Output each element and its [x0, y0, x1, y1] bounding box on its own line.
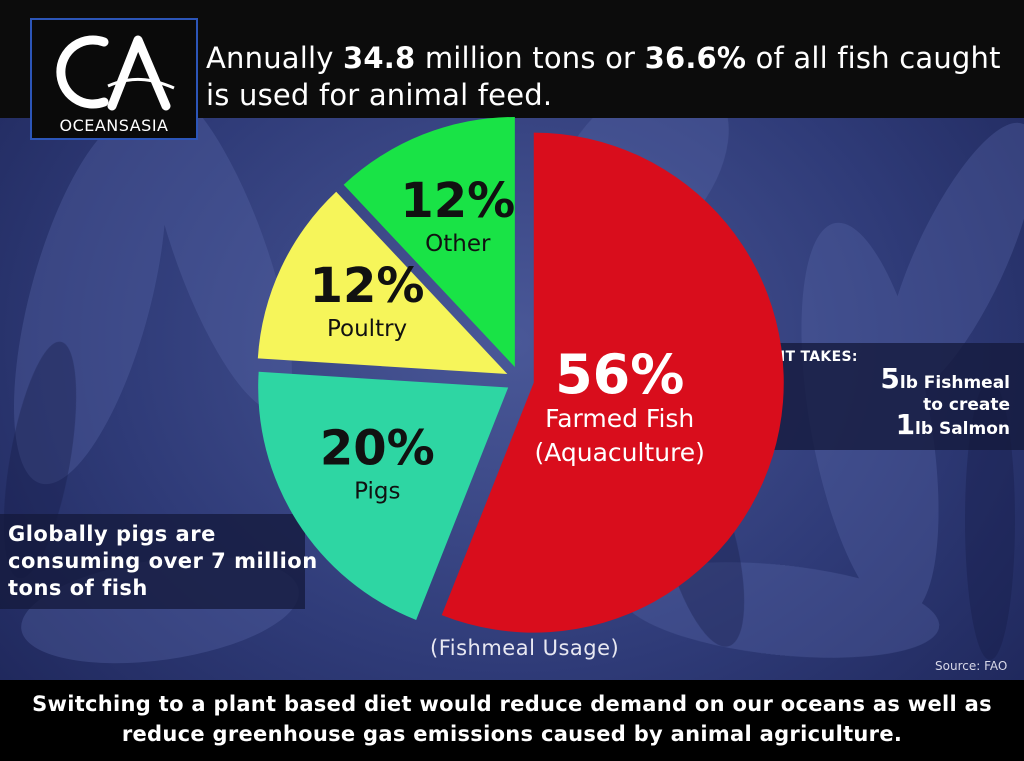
fishmeal-ratio-heading: IT TAKES:: [780, 349, 858, 365]
logo-wordmark: OCEANSASIA: [59, 116, 169, 135]
oceans-asia-logo-mark: [56, 35, 175, 111]
pie-category-sublabel: (Aquaculture): [534, 438, 705, 467]
headline-mid: million tons or: [415, 41, 645, 75]
fishmeal-ratio-text-1: lb Fishmeal: [899, 373, 1010, 393]
source-note: Source: FAO: [935, 659, 1008, 673]
fishmeal-ratio-line-1: 5lb Fishmeal: [820, 362, 1010, 395]
fishmeal-ratio-text-3: lb Salmon: [915, 419, 1010, 439]
pie-category-label: Poultry: [327, 316, 407, 342]
pie-category-label: Other: [425, 231, 491, 257]
pie-pct-label: 56%: [555, 343, 684, 406]
footer-message: Switching to a plant based diet would re…: [32, 692, 992, 746]
pie-pct-label: 12%: [400, 173, 515, 229]
pie-pct-label: 20%: [320, 421, 435, 477]
pie-category-label: Pigs: [354, 479, 400, 505]
fishmeal-ratio-line-2: to create: [923, 395, 1010, 415]
fishmeal-ratio-num-3: 1: [895, 408, 916, 441]
fishmeal-ratio-band: [760, 343, 1024, 450]
pigs-note: Globally pigs are consuming over 7 milli…: [8, 522, 318, 600]
headline-post: of all fish caught is used for animal fe…: [206, 41, 1001, 112]
pie-slice-pigs: [258, 371, 509, 620]
fishmeal-ratio-line-3: 1lb Salmon: [820, 408, 1010, 441]
pie-pct-label: 12%: [310, 258, 425, 314]
fishmeal-ratio-num-1: 5: [880, 362, 900, 395]
headline-percent: 36.6%: [644, 41, 747, 75]
headline-amount: 34.8: [343, 41, 416, 75]
pigs-note-band: [0, 514, 305, 609]
footer-band: [0, 680, 1024, 761]
pie-slice-other: [343, 116, 515, 367]
chart-caption: (Fishmeal Usage): [430, 636, 620, 660]
headline-pre: Annually: [206, 41, 344, 75]
pie-slice-farmed-fish: [441, 132, 784, 633]
oceans-asia-logo: OCEANSASIA: [30, 18, 198, 140]
pie-category-label: Farmed Fish: [545, 404, 694, 433]
pie-slice-poultry: [257, 191, 508, 375]
headline: Annually 34.8 million tons or 36.6% of a…: [206, 40, 1016, 114]
